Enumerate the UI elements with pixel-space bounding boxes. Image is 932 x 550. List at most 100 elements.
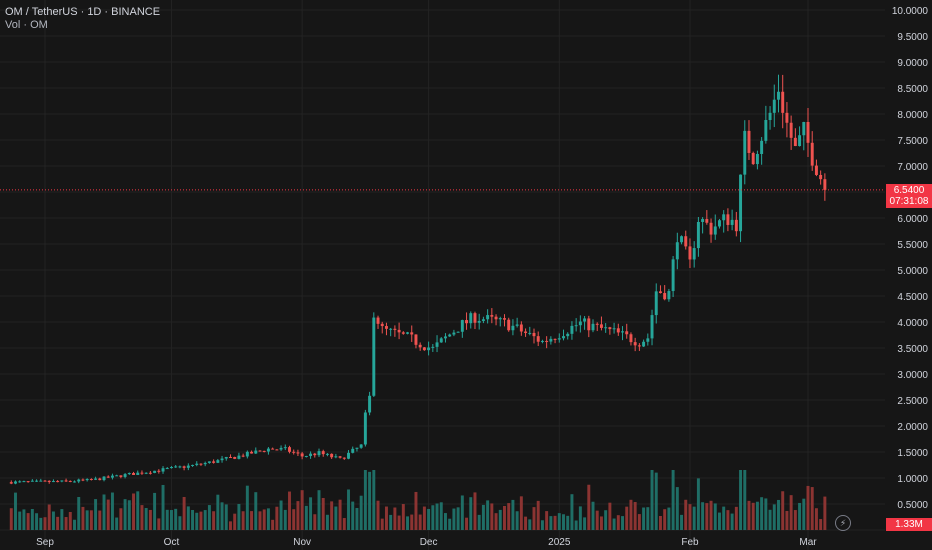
candle bbox=[229, 456, 232, 458]
candle bbox=[355, 447, 359, 449]
candle bbox=[562, 336, 565, 339]
volume-bar bbox=[406, 516, 410, 530]
volume-bar bbox=[772, 504, 776, 530]
volume-bar bbox=[376, 500, 380, 530]
candle bbox=[549, 338, 553, 342]
candle bbox=[410, 332, 414, 335]
candle bbox=[798, 135, 802, 147]
y-tick-label: 9.0000 bbox=[897, 58, 928, 69]
candle bbox=[380, 323, 384, 327]
volume-bar bbox=[608, 502, 612, 530]
candle bbox=[528, 332, 532, 334]
candle bbox=[806, 121, 810, 143]
candle bbox=[384, 326, 388, 329]
volume-bar bbox=[115, 517, 119, 530]
candle bbox=[216, 460, 220, 463]
candle bbox=[262, 450, 266, 452]
candle bbox=[595, 323, 599, 325]
volume-bar bbox=[540, 520, 544, 530]
volume-bar bbox=[292, 509, 296, 530]
candle bbox=[503, 318, 506, 320]
lightning-icon[interactable]: ⚡ bbox=[835, 515, 851, 531]
candle bbox=[494, 316, 498, 320]
candle bbox=[540, 340, 544, 342]
volume-bar bbox=[199, 511, 203, 530]
volume-bar bbox=[157, 518, 161, 530]
candle bbox=[667, 291, 671, 300]
candle bbox=[330, 453, 334, 458]
volume-bar bbox=[119, 508, 123, 530]
last-volume-badge: 1.33M bbox=[886, 518, 932, 531]
candle bbox=[448, 334, 452, 337]
candle bbox=[39, 480, 43, 482]
volume-bar bbox=[549, 516, 553, 530]
volume-bar bbox=[578, 506, 582, 530]
volume-bar bbox=[680, 514, 684, 530]
volume-bar bbox=[51, 511, 55, 530]
candle bbox=[680, 236, 684, 243]
y-tick-label: 8.5000 bbox=[897, 84, 928, 95]
y-tick-label: 2.5000 bbox=[897, 396, 928, 407]
candle bbox=[64, 480, 68, 482]
volume-bar bbox=[60, 509, 64, 530]
candle bbox=[43, 480, 47, 482]
candle bbox=[654, 291, 658, 316]
volume-bar bbox=[300, 490, 304, 530]
last-price-value: 6.5400 bbox=[893, 184, 925, 196]
volume-bar bbox=[203, 510, 207, 530]
candle bbox=[376, 317, 380, 324]
volume-bar bbox=[81, 506, 85, 530]
volume-bar bbox=[347, 489, 350, 530]
candle bbox=[224, 456, 228, 459]
candle bbox=[237, 455, 241, 459]
candle bbox=[51, 481, 55, 483]
x-tick-label: Mar bbox=[799, 537, 817, 548]
volume-bar bbox=[212, 511, 216, 530]
candle bbox=[621, 331, 624, 333]
volume-bar bbox=[439, 502, 443, 530]
candle bbox=[165, 468, 169, 470]
candle bbox=[351, 448, 355, 453]
candle bbox=[802, 121, 806, 136]
volume-bar bbox=[220, 502, 224, 530]
candle bbox=[98, 478, 102, 481]
candle bbox=[612, 328, 616, 330]
volume-bar bbox=[494, 513, 498, 530]
volume-bar bbox=[781, 491, 785, 530]
candle bbox=[519, 324, 523, 332]
volume-bar bbox=[169, 510, 173, 530]
volume-bar bbox=[747, 500, 751, 530]
candle bbox=[85, 478, 89, 481]
volume-bar bbox=[313, 514, 317, 530]
symbol-title[interactable]: OM / TetherUS · 1D · BINANCE bbox=[5, 6, 161, 18]
volume-indicator-label[interactable]: Vol · OM bbox=[5, 19, 48, 31]
candle bbox=[47, 480, 51, 482]
candle bbox=[300, 453, 304, 457]
volume-bar bbox=[785, 510, 789, 530]
candle bbox=[157, 470, 161, 472]
candle bbox=[199, 463, 203, 465]
volume-bar bbox=[237, 503, 241, 530]
candle bbox=[545, 340, 549, 342]
volume-bar bbox=[110, 492, 114, 530]
candle bbox=[722, 214, 726, 221]
y-tick-label: 1.0000 bbox=[897, 474, 928, 485]
volume-bar bbox=[216, 494, 220, 530]
volume-bar bbox=[35, 513, 39, 530]
volume-bar bbox=[692, 506, 696, 530]
volume-bar bbox=[713, 503, 717, 530]
candle bbox=[296, 452, 300, 454]
candle bbox=[372, 317, 376, 396]
volume-bar bbox=[739, 470, 743, 530]
volume-bar bbox=[528, 519, 532, 530]
candle bbox=[60, 480, 64, 482]
candle bbox=[148, 472, 152, 474]
volume-bar bbox=[380, 518, 384, 530]
volume-bar bbox=[819, 519, 823, 530]
volume-bar bbox=[14, 492, 17, 530]
candle bbox=[692, 248, 696, 260]
y-tick-label: 5.5000 bbox=[897, 240, 928, 251]
candle bbox=[342, 457, 346, 459]
volume-bar bbox=[182, 496, 186, 530]
